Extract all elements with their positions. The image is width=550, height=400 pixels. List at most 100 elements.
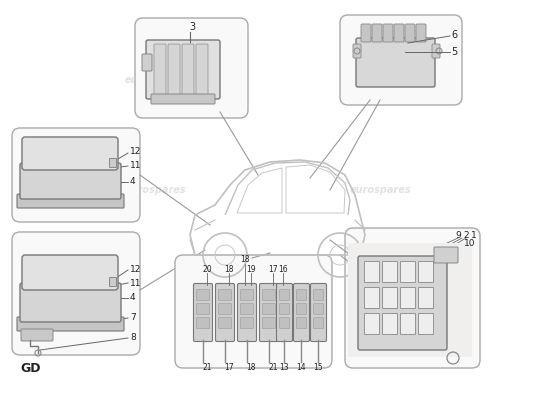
- FancyBboxPatch shape: [405, 24, 415, 42]
- Text: 11: 11: [130, 162, 141, 170]
- Text: 21: 21: [268, 362, 278, 372]
- FancyBboxPatch shape: [262, 318, 276, 328]
- Text: 18: 18: [240, 256, 250, 264]
- Text: 10: 10: [464, 240, 476, 248]
- FancyBboxPatch shape: [279, 318, 289, 328]
- FancyBboxPatch shape: [296, 318, 306, 328]
- FancyBboxPatch shape: [296, 304, 306, 314]
- FancyBboxPatch shape: [196, 44, 208, 95]
- FancyBboxPatch shape: [356, 38, 435, 87]
- FancyBboxPatch shape: [175, 255, 332, 368]
- FancyBboxPatch shape: [12, 128, 140, 222]
- FancyBboxPatch shape: [348, 243, 472, 357]
- FancyBboxPatch shape: [151, 94, 215, 104]
- Text: 6: 6: [451, 30, 457, 40]
- FancyBboxPatch shape: [358, 256, 447, 350]
- Text: eurospares: eurospares: [349, 75, 411, 85]
- FancyBboxPatch shape: [142, 54, 152, 71]
- Text: 19: 19: [246, 264, 256, 274]
- Text: 9: 9: [455, 230, 461, 240]
- FancyBboxPatch shape: [279, 290, 289, 300]
- FancyBboxPatch shape: [416, 24, 426, 42]
- FancyBboxPatch shape: [240, 290, 254, 300]
- FancyBboxPatch shape: [382, 288, 398, 308]
- FancyBboxPatch shape: [419, 288, 433, 308]
- FancyBboxPatch shape: [262, 304, 276, 314]
- FancyBboxPatch shape: [218, 290, 232, 300]
- FancyBboxPatch shape: [146, 40, 220, 99]
- FancyBboxPatch shape: [434, 247, 458, 263]
- FancyBboxPatch shape: [20, 163, 121, 199]
- Text: 5: 5: [451, 47, 457, 57]
- FancyBboxPatch shape: [17, 194, 124, 208]
- Text: 3: 3: [189, 22, 195, 32]
- FancyBboxPatch shape: [296, 290, 306, 300]
- FancyBboxPatch shape: [135, 18, 248, 118]
- Text: 1: 1: [471, 230, 477, 240]
- FancyBboxPatch shape: [21, 329, 53, 341]
- FancyBboxPatch shape: [365, 262, 380, 282]
- FancyBboxPatch shape: [311, 284, 327, 342]
- FancyBboxPatch shape: [353, 44, 361, 58]
- FancyBboxPatch shape: [365, 314, 380, 334]
- FancyBboxPatch shape: [432, 44, 440, 58]
- FancyBboxPatch shape: [365, 288, 380, 308]
- FancyBboxPatch shape: [361, 24, 371, 42]
- Text: 12: 12: [130, 148, 141, 156]
- Text: 2: 2: [463, 230, 469, 240]
- FancyBboxPatch shape: [400, 288, 415, 308]
- FancyBboxPatch shape: [20, 283, 121, 322]
- Text: 13: 13: [279, 362, 289, 372]
- Text: 7: 7: [130, 314, 136, 322]
- FancyBboxPatch shape: [240, 318, 254, 328]
- FancyBboxPatch shape: [196, 318, 210, 328]
- FancyBboxPatch shape: [340, 15, 462, 105]
- FancyBboxPatch shape: [182, 44, 194, 95]
- Text: 18: 18: [246, 362, 256, 372]
- Text: 20: 20: [202, 264, 212, 274]
- FancyBboxPatch shape: [262, 290, 276, 300]
- Text: eurospares: eurospares: [124, 75, 186, 85]
- FancyBboxPatch shape: [168, 44, 180, 95]
- FancyBboxPatch shape: [345, 228, 480, 368]
- FancyBboxPatch shape: [382, 262, 398, 282]
- Text: 8: 8: [130, 334, 136, 342]
- Text: 17: 17: [268, 264, 278, 274]
- FancyBboxPatch shape: [196, 304, 210, 314]
- FancyBboxPatch shape: [22, 137, 118, 170]
- FancyBboxPatch shape: [394, 24, 404, 42]
- FancyBboxPatch shape: [400, 314, 415, 334]
- FancyBboxPatch shape: [196, 290, 210, 300]
- FancyBboxPatch shape: [238, 284, 256, 342]
- FancyBboxPatch shape: [383, 24, 393, 42]
- FancyBboxPatch shape: [372, 24, 382, 42]
- Text: 21: 21: [202, 362, 212, 372]
- FancyBboxPatch shape: [314, 290, 323, 300]
- FancyBboxPatch shape: [382, 314, 398, 334]
- FancyBboxPatch shape: [22, 255, 118, 290]
- FancyBboxPatch shape: [400, 262, 415, 282]
- FancyBboxPatch shape: [277, 284, 293, 342]
- FancyBboxPatch shape: [109, 278, 117, 286]
- FancyBboxPatch shape: [419, 314, 433, 334]
- Text: 16: 16: [278, 264, 288, 274]
- Text: 11: 11: [130, 278, 141, 288]
- Text: eurospares: eurospares: [229, 305, 291, 315]
- FancyBboxPatch shape: [279, 304, 289, 314]
- Text: GD: GD: [20, 362, 41, 374]
- FancyBboxPatch shape: [240, 304, 254, 314]
- Text: 14: 14: [296, 362, 306, 372]
- FancyBboxPatch shape: [314, 318, 323, 328]
- FancyBboxPatch shape: [218, 304, 232, 314]
- FancyBboxPatch shape: [109, 158, 117, 168]
- Text: 17: 17: [224, 362, 234, 372]
- FancyBboxPatch shape: [314, 304, 323, 314]
- FancyBboxPatch shape: [17, 317, 124, 331]
- FancyBboxPatch shape: [154, 44, 166, 95]
- Text: 15: 15: [313, 362, 323, 372]
- Text: 12: 12: [130, 264, 141, 274]
- Text: eurospares: eurospares: [349, 185, 411, 195]
- Text: 4: 4: [130, 294, 136, 302]
- FancyBboxPatch shape: [194, 284, 212, 342]
- FancyBboxPatch shape: [419, 262, 433, 282]
